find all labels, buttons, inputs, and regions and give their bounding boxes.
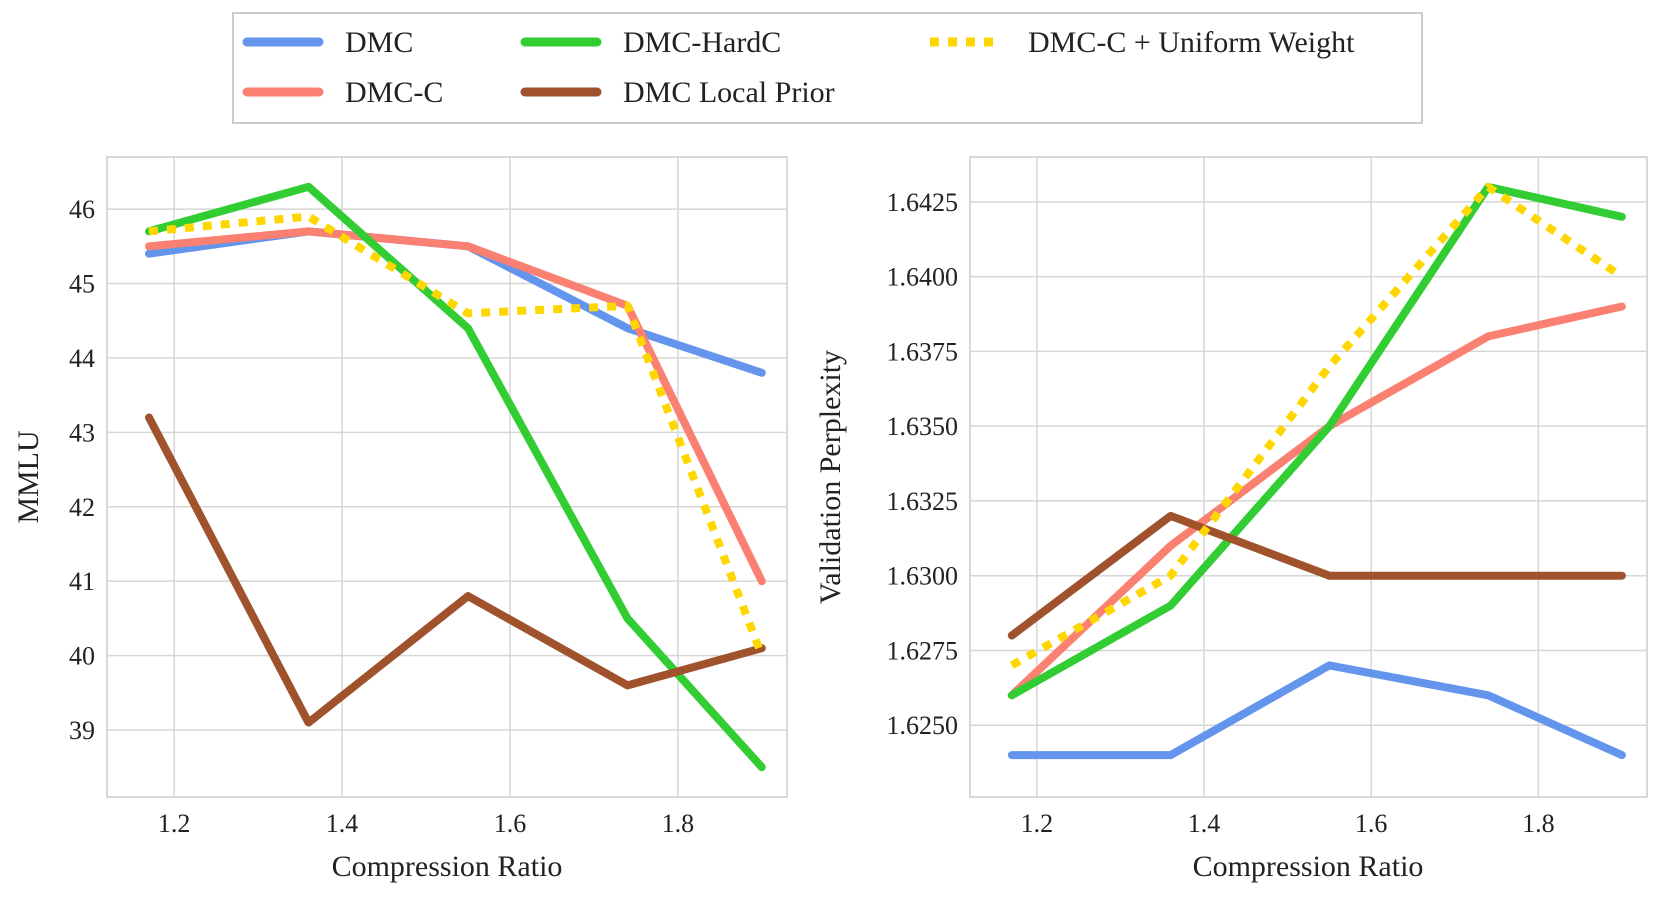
perplexity-series-dmc-hardc xyxy=(1007,182,1626,700)
legend-label-dmc-hardc: DMC-HardC xyxy=(623,26,781,59)
legend: DMC DMC-HardC DMC-C + Uniform Weight DMC-C D… xyxy=(232,12,1423,124)
mmlu-series-dmc-hardc xyxy=(145,182,766,772)
mmlu-ylabel: MMLU xyxy=(12,430,45,524)
mmlu-chart: 1.2 1.4 1.6 1.8 39 40 41 42 43 44 45 46 Compression… xyxy=(12,156,788,883)
mmlu-xlabel: Compression Ratio xyxy=(332,850,563,883)
mmlu-series-dmc-c-uniform-weight xyxy=(148,212,766,658)
perplexity-chart: 1.2 1.4 1.6 1.8 1.6250 1.6275 1.6300 1.6325 1.63… xyxy=(814,156,1648,883)
legend-label-dmc-c: DMC-C xyxy=(345,76,443,109)
mmlu-ytick-label: 44 xyxy=(69,344,95,373)
perplexity-xlabel: Compression Ratio xyxy=(1193,850,1424,883)
perplexity-series-dmc-c-uniform-weight xyxy=(1009,182,1625,669)
perplexity-ytick-label: 1.6425 xyxy=(887,188,959,217)
mmlu-series-dmc-local-prior xyxy=(145,413,766,727)
mmlu-series-dmc-c xyxy=(145,227,766,586)
perplexity-ytick-label: 1.6400 xyxy=(887,263,959,292)
mmlu-ytick-label: 42 xyxy=(69,493,95,522)
perplexity-xtick-label: 1.2 xyxy=(1021,809,1054,838)
perplexity-ytick-label: 1.6300 xyxy=(887,562,959,591)
legend-entry-dmc-c-uniform-weight: DMC-C + Uniform Weight xyxy=(930,26,1355,59)
perplexity-plot-area xyxy=(969,156,1648,798)
perplexity-ytick-label: 1.6350 xyxy=(887,412,959,441)
perplexity-ytick-label: 1.6275 xyxy=(887,636,959,665)
mmlu-xtick-label: 1.8 xyxy=(662,809,695,838)
mmlu-xtick-label: 1.2 xyxy=(158,809,191,838)
mmlu-ytick-label: 39 xyxy=(69,716,95,745)
mmlu-ytick-label: 40 xyxy=(69,642,95,671)
mmlu-ytick-label: 43 xyxy=(69,418,95,447)
perplexity-ylabel: Validation Perplexity xyxy=(814,350,847,604)
mmlu-plot-area xyxy=(106,156,788,798)
legend-entry-dmc-hardc: DMC-HardC xyxy=(520,26,781,59)
legend-frame xyxy=(232,12,1423,124)
perplexity-xtick-label: 1.6 xyxy=(1355,809,1388,838)
perplexity-ytick-label: 1.6250 xyxy=(887,711,959,740)
perplexity-xtick-label: 1.4 xyxy=(1188,809,1221,838)
legend-label-dmc-c-uniform-weight: DMC-C + Uniform Weight xyxy=(1028,26,1355,59)
mmlu-ytick-label: 45 xyxy=(69,270,95,299)
legend-label-dmc-local-prior: DMC Local Prior xyxy=(623,76,835,109)
legend-entry-dmc: DMC xyxy=(242,26,413,59)
perplexity-series-dmc xyxy=(1007,661,1626,760)
mmlu-ytick-label: 46 xyxy=(69,195,95,224)
mmlu-xtick-label: 1.4 xyxy=(326,809,359,838)
legend-entry-dmc-c: DMC-C xyxy=(242,76,443,109)
perplexity-xtick-label: 1.8 xyxy=(1522,809,1555,838)
mmlu-xtick-label: 1.6 xyxy=(494,809,527,838)
perplexity-ytick-label: 1.6375 xyxy=(887,337,959,366)
mmlu-ytick-label: 41 xyxy=(69,567,95,596)
legend-label-dmc: DMC xyxy=(345,26,413,59)
legend-entry-dmc-local-prior: DMC Local Prior xyxy=(520,76,835,109)
perplexity-ytick-label: 1.6325 xyxy=(887,487,959,516)
perplexity-series-dmc-local-prior xyxy=(1007,511,1626,640)
